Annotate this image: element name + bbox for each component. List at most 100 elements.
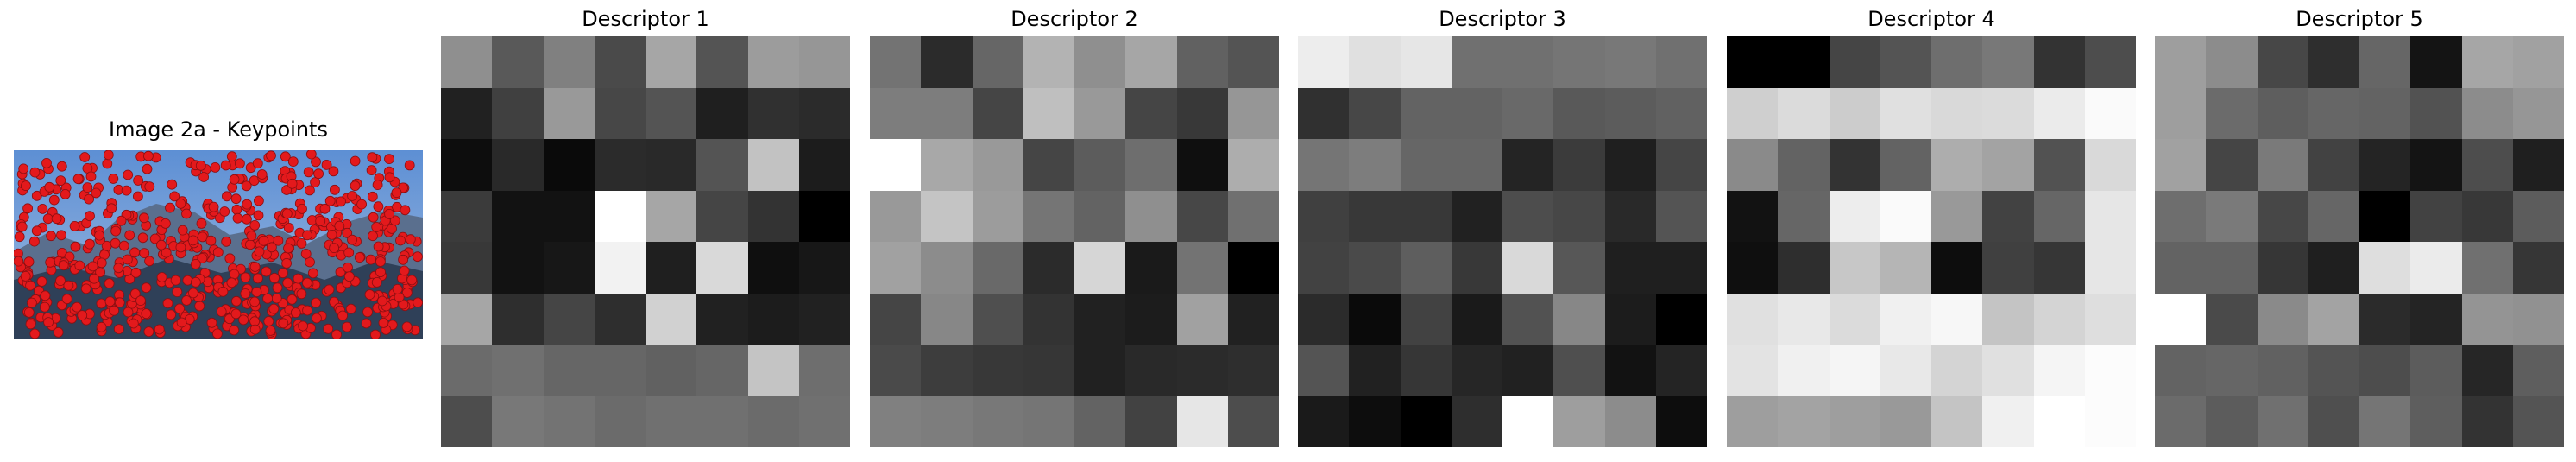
- keypoint-marker: [371, 276, 382, 288]
- descriptor-2-cell: [1023, 139, 1074, 191]
- keypoint-marker: [232, 212, 243, 224]
- descriptor-5-cell: [2258, 139, 2308, 191]
- keypoint-marker: [384, 154, 394, 165]
- descriptor-2-cell: [973, 396, 1023, 447]
- descriptor-2-cell: [870, 345, 921, 396]
- keypoint-marker: [373, 241, 384, 252]
- descriptor-5-cell: [2258, 396, 2308, 447]
- keypoint-marker: [96, 321, 107, 332]
- descriptor-3-cell: [1349, 345, 1401, 396]
- keypoint-marker: [345, 303, 356, 314]
- descriptor-4-cell: [1982, 191, 2034, 242]
- keypoint-marker: [368, 231, 378, 242]
- keypoint-marker: [343, 262, 353, 273]
- descriptor-4-cell: [1880, 294, 1931, 345]
- descriptor-5-cell: [2155, 88, 2206, 139]
- keypoint-marker: [254, 246, 265, 257]
- descriptor-5-cell: [2308, 88, 2359, 139]
- keypoint-marker: [190, 276, 201, 288]
- keypoint-marker: [162, 298, 173, 309]
- keypoint-marker: [187, 235, 198, 246]
- descriptor-5-cell: [2258, 242, 2308, 294]
- descriptor-4-cell: [1830, 294, 1880, 345]
- keypoint-marker: [328, 166, 339, 177]
- keypoint-marker: [356, 199, 368, 210]
- descriptor-2-cell: [1074, 345, 1125, 396]
- descriptor-5-cell: [2359, 242, 2410, 294]
- descriptor-4-cell: [1931, 396, 1982, 447]
- keypoint-marker: [305, 150, 317, 160]
- descriptor-4-cell: [1931, 345, 1982, 396]
- descriptor-5-cell: [2410, 36, 2462, 88]
- descriptor-2-cell: [1228, 242, 1279, 294]
- descriptor-1-cell: [646, 396, 696, 447]
- descriptor-2-cell: [1074, 36, 1125, 88]
- descriptor-1-cell: [441, 191, 492, 242]
- descriptor-1-cell: [492, 294, 544, 345]
- keypoint-marker: [42, 213, 54, 225]
- descriptor-5-cell: [2308, 396, 2359, 447]
- descriptor-3-cell: [1298, 294, 1349, 345]
- keypoint-marker: [121, 185, 132, 196]
- keypoint-marker: [133, 175, 144, 186]
- keypoint-marker: [26, 297, 37, 308]
- descriptor-5-cell: [2359, 36, 2410, 88]
- descriptor-3-cell: [1502, 191, 1553, 242]
- keypoint-marker: [375, 256, 386, 267]
- keypoint-marker: [55, 175, 66, 186]
- keypoint-marker: [113, 263, 124, 274]
- descriptor-1-cell: [799, 191, 850, 242]
- descriptor-2-cell: [870, 139, 921, 191]
- descriptor-5-cell: [2513, 36, 2564, 88]
- keypoint-marker: [89, 273, 99, 284]
- keypoint-marker: [249, 296, 261, 307]
- descriptor-4-cell: [1880, 36, 1931, 88]
- descriptor-1-cell: [799, 345, 850, 396]
- descriptor-4-cell: [2085, 191, 2136, 242]
- keypoint-marker: [28, 236, 40, 247]
- descriptor-5-cell: [2462, 242, 2513, 294]
- keypoint-marker: [41, 157, 52, 168]
- keypoint-marker: [20, 270, 31, 282]
- keypoint-marker: [281, 257, 293, 269]
- descriptor-2-cell: [1228, 294, 1279, 345]
- keypoint-marker: [23, 307, 35, 318]
- descriptor-2-cell: [921, 345, 973, 396]
- keypoint-marker: [110, 237, 121, 249]
- descriptor-1-cell: [646, 191, 696, 242]
- keypoint-marker: [252, 158, 263, 169]
- keypoint-marker: [368, 212, 379, 223]
- descriptor-2-cell: [921, 294, 973, 345]
- descriptor-4-cell: [1880, 345, 1931, 396]
- descriptor-3-cell: [1605, 294, 1656, 345]
- descriptor-1-cell: [799, 294, 850, 345]
- descriptor-5-cell: [2308, 242, 2359, 294]
- descriptor-5-cell: [2308, 36, 2359, 88]
- keypoint-marker: [342, 227, 353, 238]
- descriptor-4-cell: [1931, 242, 1982, 294]
- keypoint-marker: [144, 181, 155, 192]
- keypoint-marker: [287, 294, 298, 305]
- descriptor-1-cell: [646, 88, 696, 139]
- descriptor-2-cell: [1177, 345, 1228, 396]
- descriptor-2-cell: [1177, 139, 1228, 191]
- descriptor-5-cell: [2359, 294, 2410, 345]
- keypoint-marker: [230, 308, 242, 320]
- descriptor-4-cell: [1727, 294, 1778, 345]
- descriptor-4-cell: [1778, 139, 1830, 191]
- descriptor-1-cell: [696, 88, 748, 139]
- descriptor-5-cell: [2462, 139, 2513, 191]
- descriptor-2-cell: [973, 139, 1023, 191]
- descriptor-3-cell: [1605, 36, 1656, 88]
- keypoint-marker: [135, 295, 146, 307]
- descriptor-4-cell: [1931, 88, 1982, 139]
- keypoint-marker: [181, 208, 192, 219]
- keypoint-marker: [347, 191, 358, 201]
- descriptor-3-cell: [1349, 139, 1401, 191]
- keypoint-marker: [253, 195, 264, 206]
- descriptor-1-cell: [544, 88, 595, 139]
- keypoint-marker: [226, 151, 237, 162]
- descriptor-3-cell: [1349, 242, 1401, 294]
- descriptor-2-cell: [1125, 294, 1177, 345]
- keypoint-marker: [53, 326, 64, 338]
